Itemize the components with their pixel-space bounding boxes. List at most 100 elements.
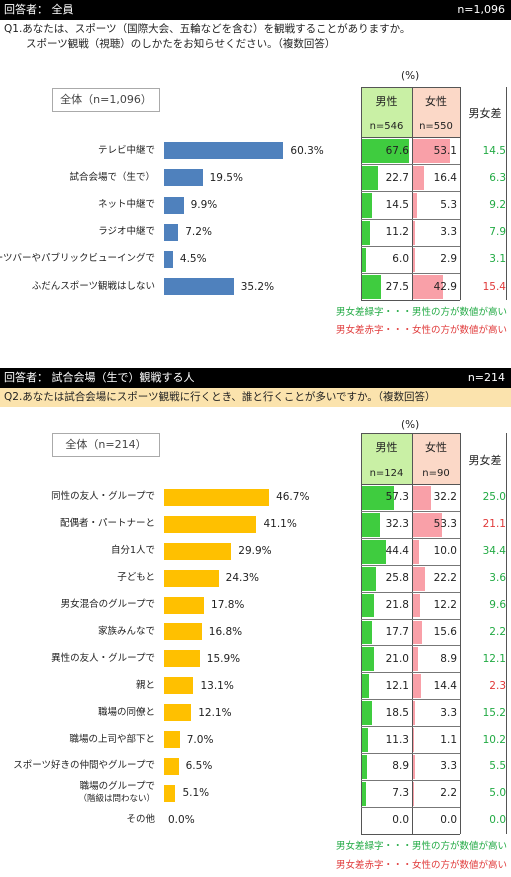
diff-value: 5.0 <box>489 787 506 800</box>
value-label: 5.1% <box>182 787 210 800</box>
female-value: 5.3 <box>440 199 457 211</box>
table-hline <box>361 753 460 754</box>
female-bar <box>413 647 418 672</box>
category-label: 職場のグループで （階級は問わない） <box>78 781 155 805</box>
male-value: 67.6 <box>385 144 409 157</box>
category-label: 家族みんなで <box>97 625 155 637</box>
bar <box>164 169 203 187</box>
male-value: 17.7 <box>385 625 409 638</box>
value-label: 16.8% <box>208 625 243 638</box>
bar <box>164 784 176 802</box>
male-value: 6.0 <box>392 253 409 266</box>
category-label: ふだんスポーツ観戦はしない <box>31 280 155 292</box>
bar <box>164 142 284 160</box>
female-header: 女性 <box>425 441 447 454</box>
female-header: 女性 <box>425 95 447 108</box>
category-label: 子どもと <box>117 572 155 584</box>
category-label: ラジオ中継で <box>98 226 155 238</box>
male-value: 57.3 <box>385 491 409 504</box>
male-value: 12.1 <box>385 679 409 692</box>
female-value: 2.9 <box>440 253 457 266</box>
male-value: 0.0 <box>392 814 409 827</box>
table-hline <box>361 137 460 138</box>
male-header: 男性 <box>375 95 398 108</box>
male-bar <box>362 193 373 218</box>
section2-header: 回答者： 試合会場（生で）観戦する人 n=214 <box>0 368 511 388</box>
table-hline <box>361 510 460 512</box>
diff-value: 3.1 <box>489 253 506 266</box>
male-bar <box>362 781 366 806</box>
table-vline <box>412 87 413 301</box>
bar <box>164 650 200 668</box>
category-label: スポーツバーやパブリックビューイングで <box>0 253 155 265</box>
bar <box>164 731 180 749</box>
female-bar <box>413 566 426 591</box>
female-value: 12.2 <box>433 599 457 612</box>
female-header-bg <box>412 433 460 484</box>
female-value: 1.1 <box>440 733 457 746</box>
diff-value: 12.1 <box>482 652 506 665</box>
male-value: 25.8 <box>385 572 409 585</box>
female-bar <box>413 220 416 245</box>
female-bar <box>413 674 421 699</box>
male-value: 22.7 <box>385 171 409 184</box>
male-header-bg <box>361 433 412 484</box>
table-hline <box>361 433 460 434</box>
male-header: 男性 <box>375 441 398 454</box>
table-vline <box>460 87 461 301</box>
male-bar <box>362 566 377 591</box>
diff-header: 男女差 <box>468 453 502 467</box>
female-value: 53.1 <box>433 144 457 157</box>
female-value: 10.0 <box>433 545 457 558</box>
female-n: n=550 <box>419 121 453 132</box>
section2-respondents: 回答者： 試合会場（生で）観戦する人 <box>4 371 195 384</box>
category-label: 親と <box>135 679 155 691</box>
value-label: 35.2% <box>240 280 275 293</box>
category-label: 職場の上司や部下と <box>69 733 155 745</box>
table-vline <box>361 433 362 834</box>
diff-value: 9.6 <box>489 599 506 612</box>
section2-note-red: 男女差赤字・・・女性の方が数値が高い <box>335 860 507 871</box>
female-value: 8.9 <box>440 652 457 665</box>
section1-n-total: n=1,096 <box>457 3 505 16</box>
male-bar <box>362 512 380 537</box>
male-bar <box>362 593 374 618</box>
diff-value: 34.4 <box>482 545 506 558</box>
table-hline <box>361 833 460 835</box>
value-label: 60.3% <box>290 144 324 157</box>
male-bar <box>362 647 374 672</box>
female-value: 3.3 <box>440 706 457 719</box>
female-value: 53.3 <box>433 518 457 531</box>
female-value: 3.3 <box>440 226 457 239</box>
section1-note-green: 男女差緑字・・・男性の方が数値が高い <box>335 307 507 318</box>
value-label: 15.9% <box>206 652 241 665</box>
diff-header: 男女差 <box>468 107 502 120</box>
diff-value: 7.9 <box>489 226 506 239</box>
bar <box>164 278 234 296</box>
male-bar <box>362 728 369 752</box>
table-hline <box>361 191 460 193</box>
bar <box>164 542 232 560</box>
category-label: その他 <box>126 814 155 826</box>
table-hline <box>361 645 460 647</box>
section2-question: Q2.あなたは試合会場にスポーツ観戦に行くとき、誰と行くことが多いですか。（複数… <box>0 388 511 407</box>
male-n: n=546 <box>369 121 404 132</box>
table-hline <box>361 564 460 566</box>
value-label: 46.7% <box>276 491 310 504</box>
female-value: 0.0 <box>440 814 457 827</box>
male-value: 7.3 <box>392 787 409 800</box>
bar <box>164 515 257 533</box>
table-vline <box>361 87 362 301</box>
value-label: 13.1% <box>200 679 234 692</box>
male-bar <box>362 701 373 726</box>
value-label: 0.0% <box>168 814 195 827</box>
value-label: 7.0% <box>186 733 214 746</box>
female-bar <box>413 781 415 806</box>
table-hline <box>361 779 460 781</box>
table-hline <box>361 672 460 674</box>
diff-value: 5.5 <box>489 760 506 773</box>
section1-note-red: 男女差赤字・・・女性の方が数値が高い <box>335 325 507 336</box>
category-label: 試合会場で（生で） <box>69 171 155 183</box>
section2-overall-label: 全体（n=214） <box>52 433 160 457</box>
diff-value: 2.3 <box>489 679 506 692</box>
